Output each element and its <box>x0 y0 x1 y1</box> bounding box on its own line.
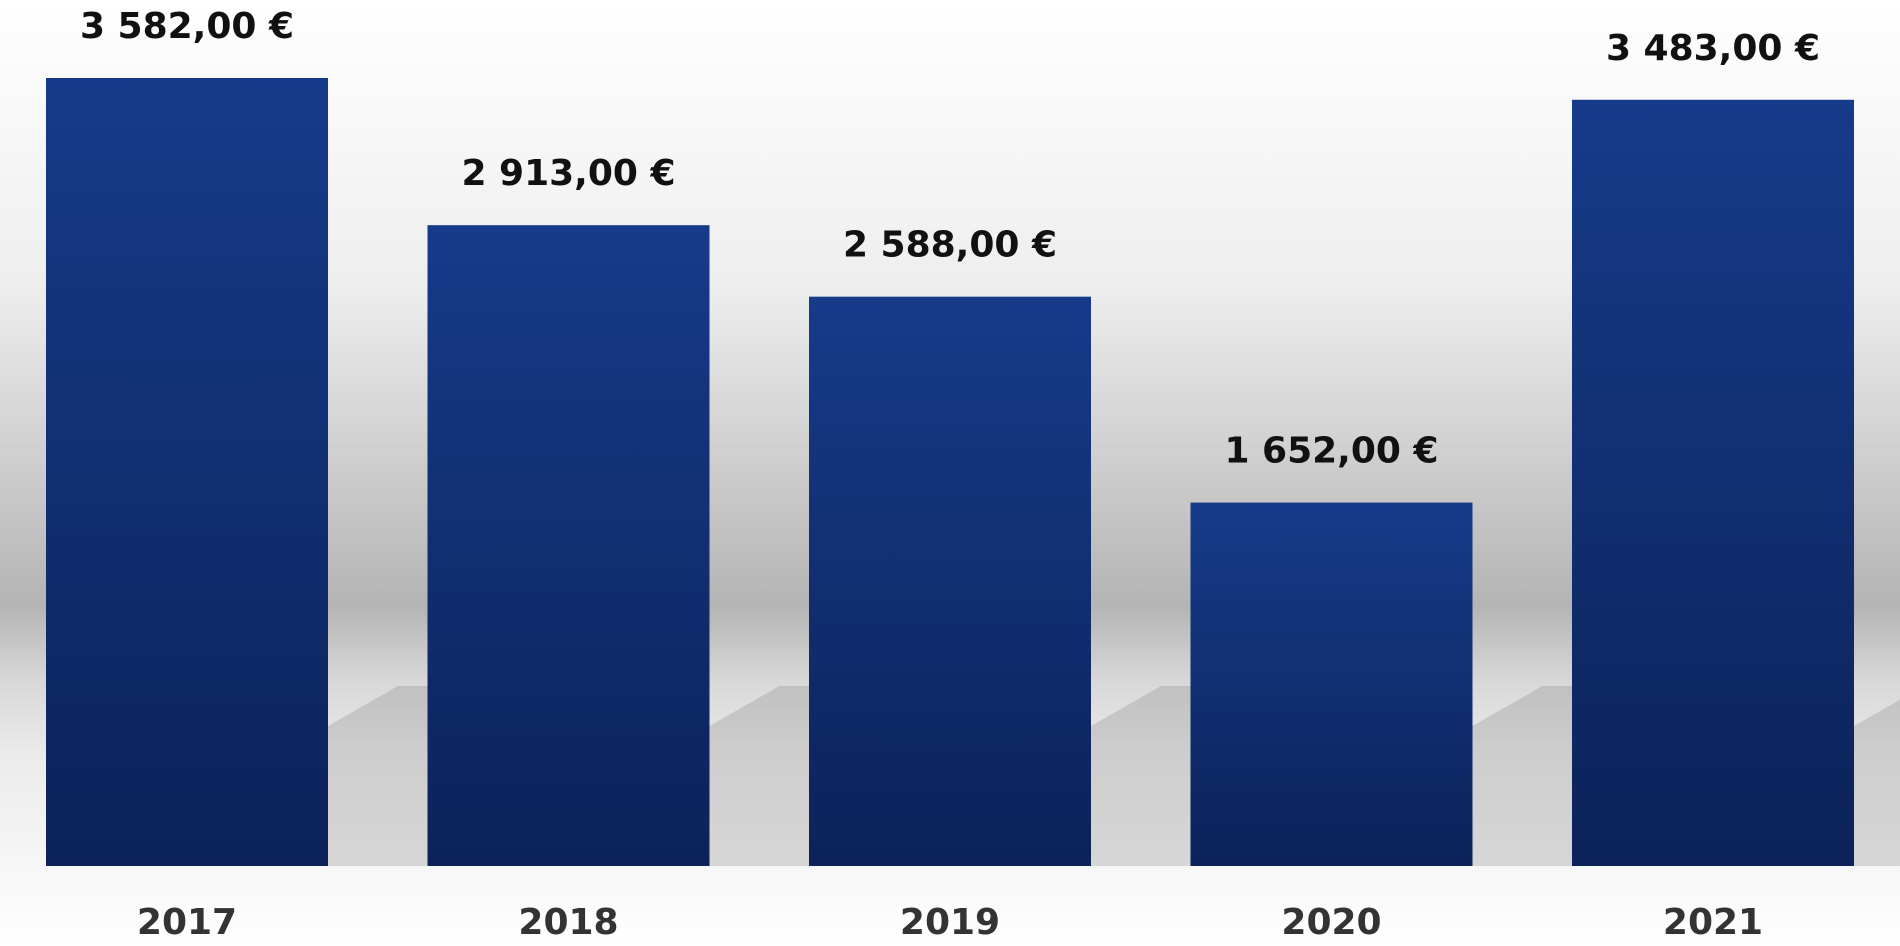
bar-shadow <box>709 686 810 866</box>
bar-shadow <box>328 686 428 866</box>
bar-shadow <box>1091 686 1191 866</box>
x-tick-label: 2020 <box>1281 902 1381 943</box>
plot-area: 3 582,00 € 2017 2 913,00 € 2018 2 588,00 € 20… <box>46 6 1900 943</box>
value-label: 2 913,00 € <box>461 153 675 194</box>
bar <box>427 225 710 866</box>
x-tick-label: 2019 <box>900 902 1000 943</box>
value-label: 1 652,00 € <box>1224 431 1438 472</box>
bar <box>809 296 1091 866</box>
value-label: 3 582,00 € <box>80 6 294 47</box>
bar-shadow <box>1854 699 1900 866</box>
bar <box>1572 99 1854 867</box>
x-tick-label: 2021 <box>1663 902 1763 943</box>
x-tick-label: 2017 <box>137 902 237 943</box>
bar-shadow <box>1472 686 1573 866</box>
bar <box>46 78 328 866</box>
value-label: 2 588,00 € <box>843 225 1057 266</box>
bar <box>1190 502 1473 866</box>
x-tick-label: 2018 <box>518 902 618 943</box>
value-label: 3 483,00 € <box>1606 28 1820 69</box>
